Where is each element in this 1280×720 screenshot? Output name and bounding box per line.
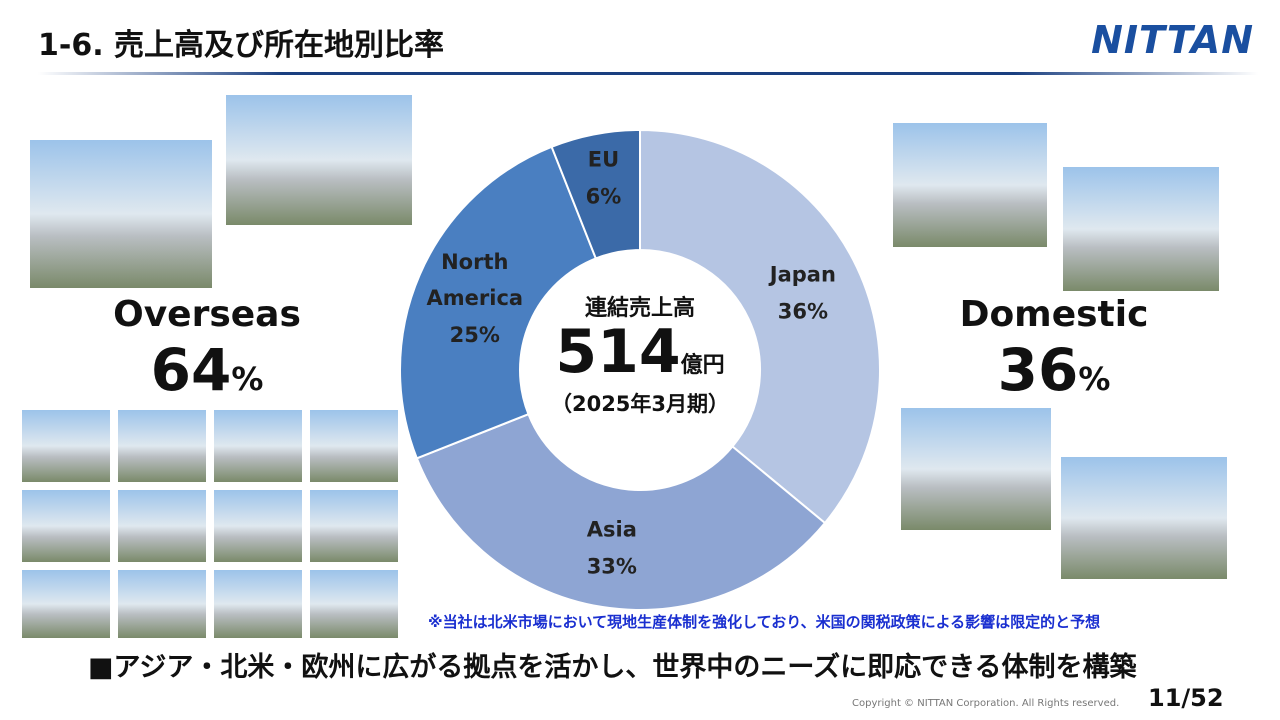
value-label: 25% [449,322,500,347]
segment-label: North America 25% [415,243,535,353]
copyright: Copyright © NITTAN Corporation. All Righ… [852,698,1120,709]
donut-segment [415,412,827,611]
title-rule [38,72,1258,75]
category-label: North America [426,249,524,311]
domestic-unit: % [1078,360,1111,398]
note: ※当社は北米市場において現地生産体制を強化しており、米国の関税政策による影響は限… [428,613,1101,631]
overseas-number: 64% [151,336,264,404]
center-amount: 514 [555,317,681,387]
footer-message: ■アジア・北米・欧州に広がる拠点を活かし、世界中のニーズに即応できる体制を構築 [88,652,1137,683]
overseas-value: 64 [150,336,232,404]
segment-label: Asia 33% [552,511,672,585]
overseas-unit: % [231,360,264,398]
overseas-label: Overseas [113,294,395,335]
value-label: 36% [777,299,828,324]
overseas-share: 64% [151,336,320,404]
value-label: 33% [586,553,637,578]
photo-group [22,95,1227,638]
category-label: Japan [769,262,836,287]
domestic-share: 36% [998,336,1167,404]
segment-label: Japan 36% [743,257,863,331]
segment-label: EU 6% [543,142,663,216]
center-period: （2025年3月期） [550,392,730,416]
center-caption: 連結売上高 [584,296,695,321]
category-label: Asia [586,517,637,542]
slide-title: 1-6. 売上高及び所在地別比率 [38,28,445,63]
value-label: 6% [585,184,622,209]
domestic-value: 36 [997,336,1079,404]
center-text: 連結売上高 514億円 （2025年3月期） [551,290,729,418]
donut-segment [639,128,881,525]
category-label: EU [587,147,620,172]
donut-segment [550,128,641,260]
page-number: 11/52 [1148,684,1224,712]
domestic-label: Domestic [960,294,1243,335]
donut-segment [399,145,598,460]
domestic-title: Domestic [959,294,1149,335]
logo: NITTAN [1091,18,1254,62]
domestic-number: 36% [998,336,1111,404]
overseas-title: Overseas [113,294,301,335]
center-unit: 億円 [680,353,725,378]
